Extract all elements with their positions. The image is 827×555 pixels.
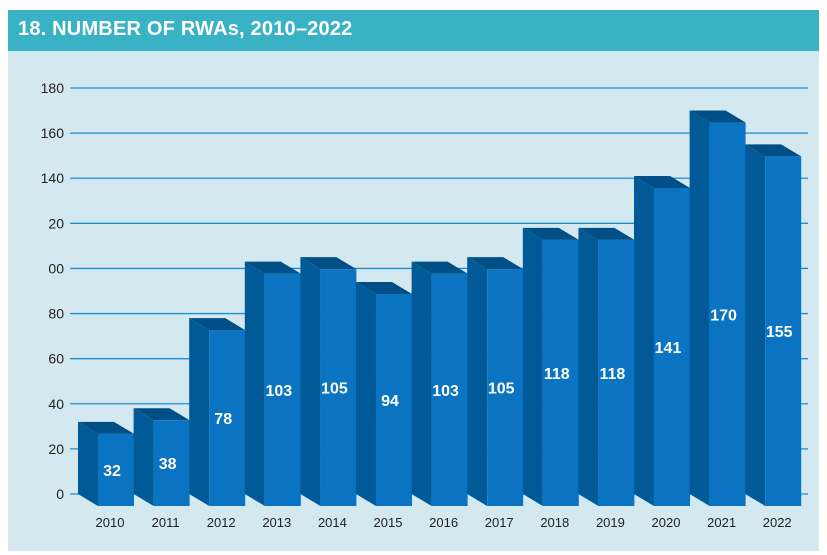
bar-top (300, 257, 357, 270)
y-tick-label: 20 (48, 441, 64, 457)
bar-side (356, 281, 376, 506)
bar-value-label: 105 (321, 381, 348, 398)
bar-top (133, 408, 190, 421)
y-tick-label: 160 (41, 125, 65, 141)
y-tick-label: 60 (48, 351, 64, 367)
bar (98, 433, 134, 506)
bar-value-label: 38 (159, 456, 177, 473)
bar-side (411, 261, 432, 506)
bar (709, 122, 746, 507)
bar (153, 420, 190, 506)
x-tick-label: 2012 (207, 515, 236, 530)
x-tick-label: 2010 (96, 515, 125, 530)
bar (598, 239, 635, 506)
bar (431, 273, 468, 506)
bar-value-label: 105 (488, 381, 515, 398)
bar (209, 330, 246, 506)
bar-value-label: 32 (103, 463, 121, 480)
bar-side (522, 227, 543, 506)
bar-side (78, 421, 98, 506)
y-tick-label: 180 (41, 80, 65, 96)
y-tick-label: 20 (48, 215, 64, 231)
x-tick-label: 2021 (707, 515, 736, 530)
x-tick-label: 2022 (763, 515, 792, 530)
bar (487, 269, 524, 506)
x-tick-label: 2016 (429, 515, 458, 530)
x-tick-label: 2015 (374, 515, 403, 530)
y-tick-label: 0 (56, 486, 64, 502)
bar-value-label: 103 (432, 383, 459, 400)
x-tick-label: 2011 (152, 515, 180, 530)
bar (376, 293, 412, 506)
x-tick-label: 2017 (485, 515, 514, 530)
bar-value-label: 141 (655, 340, 682, 357)
y-tick-label: 80 (48, 306, 64, 322)
bar-top (189, 318, 246, 331)
x-tick-label: 2014 (318, 515, 347, 530)
y-tick-label: 40 (48, 396, 64, 412)
bar-top (467, 257, 524, 270)
bar-top (689, 110, 746, 123)
y-tick-label: 140 (41, 170, 65, 186)
x-tick-label: 2013 (262, 515, 291, 530)
bar-top (522, 227, 579, 240)
bar-top (356, 281, 412, 294)
chart-title: 18. NUMBER OF RWAs, 2010–2022 (18, 18, 353, 40)
bar-side (745, 144, 766, 506)
bar-value-label: 118 (599, 366, 625, 383)
bar (264, 273, 301, 506)
bar-top (78, 421, 134, 434)
bar-side (244, 261, 265, 506)
bar-side (578, 227, 599, 506)
bar-value-label: 103 (265, 383, 292, 400)
bar-top (634, 175, 690, 188)
x-tick-label: 2020 (652, 515, 681, 530)
bar-side (689, 110, 710, 507)
x-tick-label: 2018 (540, 515, 569, 530)
bar (320, 269, 357, 506)
bar-value-label: 155 (766, 324, 793, 341)
title-bar: 18. NUMBER OF RWAs, 2010–2022 (8, 10, 819, 51)
bar-side (189, 318, 210, 506)
bar-side (634, 175, 654, 506)
bar-side (300, 257, 321, 506)
bar-top (411, 261, 468, 274)
bar-top (578, 227, 635, 240)
y-tick-label: 00 (48, 260, 64, 276)
bar-value-label: 118 (544, 366, 570, 383)
bar-value-label: 78 (214, 411, 232, 428)
bar (765, 156, 802, 506)
bar-side (467, 257, 488, 506)
bar-side (133, 408, 154, 506)
bar-value-label: 94 (381, 393, 399, 410)
bar-top (244, 261, 301, 274)
bar (542, 239, 579, 506)
bar-value-label: 170 (710, 307, 737, 324)
bar-top (745, 144, 802, 157)
x-tick-label: 2019 (596, 515, 625, 530)
bar (654, 187, 690, 506)
